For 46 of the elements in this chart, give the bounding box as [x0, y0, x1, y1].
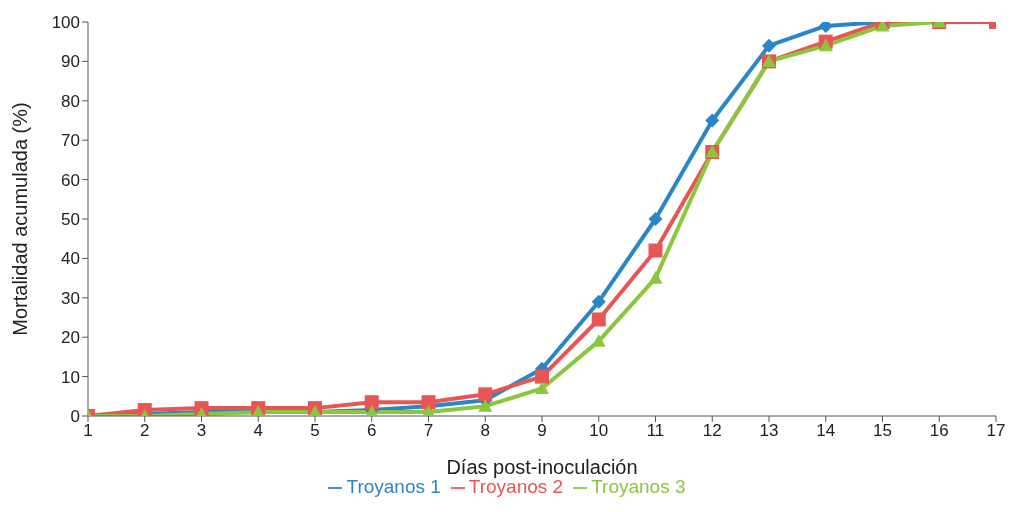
x-tick-label: 2 [140, 421, 150, 441]
y-tick-label: 10 [61, 367, 80, 387]
point [591, 312, 606, 327]
legend-label: Troyanos 1 [346, 476, 441, 497]
x-tick-label: 8 [480, 421, 490, 441]
point [535, 369, 549, 384]
point [762, 38, 776, 53]
x-tick-label: 1 [83, 421, 93, 441]
x-tick-label: 16 [929, 421, 949, 441]
point [364, 395, 379, 410]
point [421, 395, 436, 410]
y-tick-label: 100 [51, 13, 80, 33]
y-tick-label: 90 [61, 52, 80, 72]
x-tick-label: 5 [310, 421, 320, 441]
x-tick-label: 17 [986, 421, 1006, 441]
x-tick-label: 9 [537, 421, 547, 441]
y-tick-label: 20 [61, 328, 80, 348]
x-tick-label: 13 [759, 421, 779, 441]
y-tick-label: 50 [61, 210, 80, 230]
y-tick-label: 60 [61, 170, 80, 190]
y-tick-label: 70 [61, 131, 80, 151]
point [591, 294, 606, 309]
point [705, 113, 720, 128]
point [478, 399, 493, 412]
y-tick-label: 0 [70, 407, 80, 427]
x-tick-label: 10 [589, 421, 609, 441]
point [818, 38, 833, 52]
y-tick-label: 80 [61, 91, 80, 111]
x-tick-label: 15 [873, 421, 892, 441]
x-tick-label: 7 [423, 421, 434, 441]
x-tick-label: 12 [702, 421, 722, 441]
x-tick-label: 4 [253, 421, 263, 441]
point [648, 243, 663, 258]
x-tick-label: 3 [196, 421, 207, 441]
x-tick-label: 11 [646, 421, 665, 441]
point [648, 212, 663, 226]
legend-label: Troyanos 3 [591, 476, 686, 497]
y-tick-label: 30 [61, 288, 80, 308]
x-tick-label: 6 [367, 421, 377, 441]
x-tick-label: 14 [816, 421, 836, 441]
y-axis-title: Mortalidad acumulada (%) [9, 102, 32, 336]
point [535, 381, 549, 395]
point [648, 271, 663, 284]
x-axis-title: Días post-inoculación [446, 456, 638, 478]
y-tick-label: 40 [61, 249, 80, 269]
point [478, 387, 493, 402]
